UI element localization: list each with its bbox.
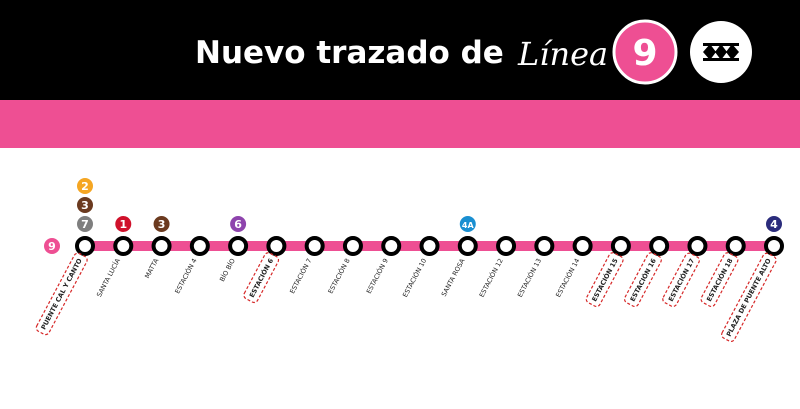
station bbox=[610, 236, 631, 256]
station-name: ESTACIÓN 7 bbox=[287, 257, 313, 295]
station-label-group: ESTACIÓN 8 bbox=[326, 257, 352, 295]
station-label-group: ESTACIÓN 7 bbox=[287, 257, 313, 295]
connection-label: 4 bbox=[770, 218, 778, 231]
highlight-box bbox=[623, 252, 662, 308]
connection-badge bbox=[77, 178, 93, 194]
connection-badge bbox=[766, 216, 782, 232]
station-label-group: ESTACIÓN 13 bbox=[515, 257, 543, 299]
connection-label: 6 bbox=[234, 218, 242, 231]
station bbox=[189, 236, 210, 256]
line-badge bbox=[612, 19, 678, 85]
connection-label: 3 bbox=[158, 218, 166, 231]
line-label-badge bbox=[44, 238, 60, 254]
station-name: ESTACIÓN 13 bbox=[515, 257, 543, 299]
station bbox=[687, 236, 708, 256]
header-line-word: Línea bbox=[517, 35, 608, 73]
station bbox=[457, 236, 478, 256]
connection-badge bbox=[115, 216, 132, 232]
station-label-group: SANTA LUCÍA bbox=[94, 256, 122, 298]
station-name: ESTACIÓN 9 bbox=[364, 257, 390, 295]
station-label-group: SANTA ROSA bbox=[440, 257, 467, 298]
station bbox=[113, 236, 134, 256]
highlight-box bbox=[585, 252, 624, 308]
connection-badge bbox=[77, 216, 93, 232]
station bbox=[649, 236, 670, 256]
pink-band bbox=[0, 100, 800, 148]
station-name: ESTACIÓN 17 bbox=[666, 257, 696, 303]
station bbox=[228, 236, 249, 256]
station bbox=[381, 236, 402, 256]
station-label-group: BÍO BÍO bbox=[217, 257, 237, 283]
station bbox=[151, 236, 172, 256]
station bbox=[572, 236, 593, 256]
station-label-group: PUENTE CAL Y CANTO bbox=[35, 252, 88, 336]
station bbox=[266, 236, 287, 256]
connection-badge bbox=[230, 216, 247, 232]
station-label-group: ESTACIÓN 4 bbox=[172, 257, 198, 295]
station-label-group: ESTACIÓN 6 bbox=[243, 252, 280, 304]
station bbox=[304, 236, 325, 256]
highlight-box bbox=[35, 252, 88, 336]
station-name: ESTACIÓN 8 bbox=[326, 257, 352, 295]
connection-label: 2 bbox=[81, 180, 89, 193]
metro-logo bbox=[690, 21, 752, 83]
station-label-group: ESTACIÓN 16 bbox=[623, 252, 662, 308]
connection-label: 7 bbox=[81, 218, 89, 231]
station bbox=[75, 236, 95, 256]
line-label: 9 bbox=[48, 240, 56, 253]
connection-badge bbox=[153, 216, 170, 232]
station-label-group: ESTACIÓN 14 bbox=[553, 257, 581, 299]
highlight-box bbox=[700, 252, 739, 308]
station-name: ESTACIÓN 10 bbox=[400, 257, 428, 299]
connection-label: 3 bbox=[81, 199, 89, 212]
station-name: SANTA LUCÍA bbox=[94, 256, 122, 298]
station-label-group: ESTACIÓN 9 bbox=[364, 257, 390, 295]
station bbox=[496, 236, 517, 256]
station-name: ESTACIÓN 4 bbox=[172, 257, 198, 295]
station bbox=[764, 236, 784, 256]
station-name: ESTACIÓN 14 bbox=[553, 257, 581, 299]
connection-label: 4A bbox=[462, 221, 475, 230]
station-name: BÍO BÍO bbox=[217, 257, 237, 283]
station-label-group: MATTA bbox=[143, 257, 160, 280]
station-label-group: ESTACIÓN 10 bbox=[400, 257, 428, 299]
connection-badge bbox=[77, 197, 93, 213]
connection-label: 1 bbox=[119, 218, 127, 231]
station bbox=[534, 236, 555, 256]
station-label-group: ESTACIÓN 17 bbox=[662, 252, 700, 308]
connection-badge bbox=[459, 216, 476, 232]
station-name: PLAZA DE PUENTE ALTO bbox=[725, 257, 773, 338]
highlight-box bbox=[662, 252, 700, 308]
station-name: SANTA ROSA bbox=[440, 257, 467, 298]
station-label-group: ESTACIÓN 12 bbox=[477, 257, 505, 299]
station bbox=[725, 236, 746, 256]
station-label-group: ESTACIÓN 15 bbox=[585, 252, 624, 308]
station bbox=[419, 236, 440, 256]
station-name: MATTA bbox=[143, 257, 160, 280]
highlight-box bbox=[721, 252, 777, 343]
header-title: Nuevo trazado de bbox=[195, 35, 504, 71]
line-badge-number: 9 bbox=[632, 33, 657, 74]
station-name: ESTACIÓN 12 bbox=[477, 257, 505, 299]
highlight-box bbox=[243, 252, 280, 304]
station-name: PUENTE CAL Y CANTO bbox=[39, 257, 84, 331]
station bbox=[342, 236, 363, 256]
line-diagram: 9 7 3 2 PUENTE CAL Y CANTO 1 SANTA LUCÍA 3 MATTA… bbox=[35, 178, 784, 343]
station-label-group: ESTACIÓN 18 bbox=[700, 252, 739, 308]
